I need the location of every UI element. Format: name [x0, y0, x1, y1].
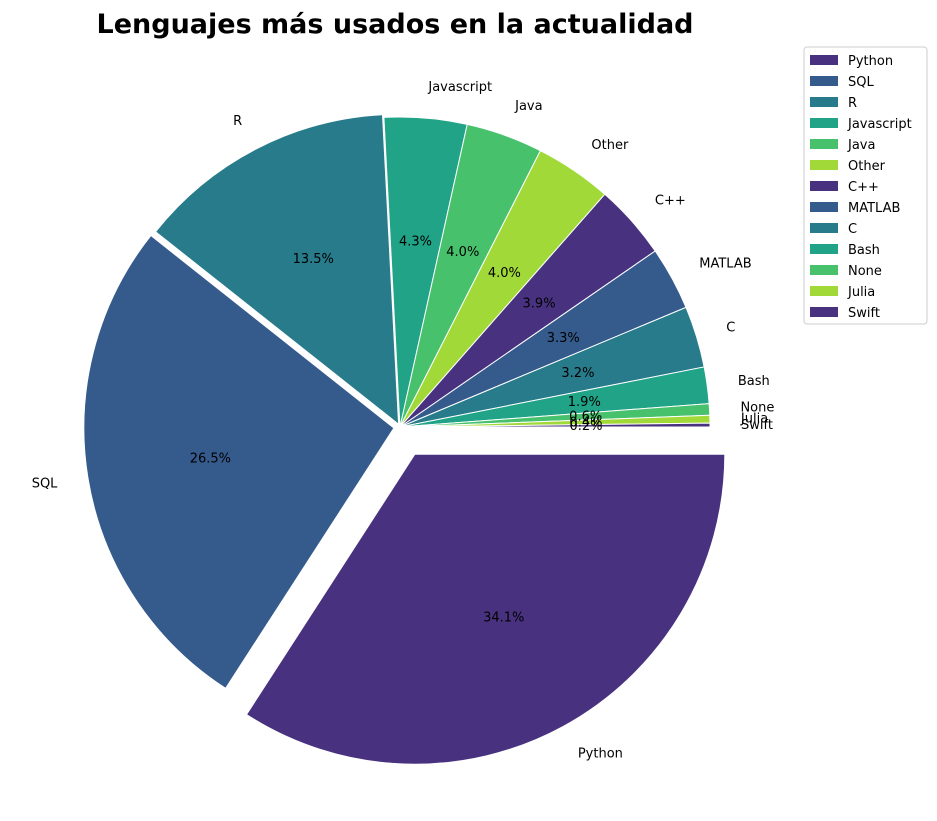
legend-label-java: Java — [847, 138, 875, 153]
legend-label-julia: Julia — [847, 285, 875, 300]
pie-slice-swift — [399, 422, 711, 428]
legend-label-swift: Swift — [848, 306, 880, 321]
percent-label-python: 34.1% — [483, 611, 524, 626]
legend-swatch-bash — [810, 244, 838, 254]
slice-label-julia: Julia — [740, 411, 768, 426]
pie-slice-sql — [83, 234, 395, 690]
percent-label-c-: 3.9% — [523, 296, 556, 311]
slice-label-other: Other — [591, 138, 629, 153]
percent-label-matlab: 3.3% — [547, 331, 580, 346]
percent-label-r: 13.5% — [293, 252, 334, 267]
legend-label-python: Python — [848, 54, 893, 69]
pie-slice-python — [245, 453, 726, 765]
legend-swatch-r — [810, 97, 838, 107]
legend-swatch-python — [810, 55, 838, 65]
legend-label-sql: SQL — [848, 75, 874, 90]
legend-swatch-none — [810, 265, 838, 275]
legend-label-c: C — [848, 222, 857, 237]
slice-label-c-: C++ — [655, 194, 686, 209]
slice-label-c: C — [726, 321, 735, 336]
legend-swatch-swift — [810, 307, 838, 317]
legend-label-r: R — [848, 96, 857, 111]
legend-label-other: Other — [848, 159, 886, 174]
slice-label-bash: Bash — [738, 374, 770, 389]
legend-label-bash: Bash — [848, 243, 880, 258]
slice-label-python: Python — [578, 747, 623, 762]
percent-label-other: 4.0% — [488, 266, 521, 281]
pie-slices — [83, 114, 726, 765]
percent-label-julia: 0.4% — [569, 415, 602, 430]
slice-label-javascript: Javascript — [427, 80, 492, 95]
slice-label-java: Java — [514, 99, 542, 114]
percent-label-c: 3.2% — [561, 366, 594, 381]
legend-swatch-julia — [810, 286, 838, 296]
percent-label-none: 0.6% — [569, 409, 602, 424]
legend-label-javascript: Javascript — [847, 117, 912, 132]
legend-swatch-matlab — [810, 202, 838, 212]
legend-swatch-other — [810, 160, 838, 170]
legend-label-none: None — [848, 264, 882, 279]
legend-swatch-c- — [810, 181, 838, 191]
slice-labels: Python SQL R Javascript Java Other C++ M… — [32, 80, 775, 762]
slice-label-none: None — [740, 401, 774, 416]
chart-title: Lenguajes más usados en la actualidad — [97, 9, 694, 40]
percent-label-java: 4.0% — [446, 245, 479, 260]
percent-label-sql: 26.5% — [190, 451, 231, 466]
legend-label-c-: C++ — [848, 180, 879, 195]
legend-label-matlab: MATLAB — [848, 201, 900, 216]
percent-label-swift: 0.2% — [569, 419, 602, 434]
slice-label-r: R — [233, 114, 242, 129]
percent-label-bash: 1.9% — [568, 395, 601, 410]
legend-swatch-sql — [810, 76, 838, 86]
percent-label-javascript: 4.3% — [399, 235, 432, 250]
legend-frame — [803, 46, 928, 325]
legend: Python SQL R Javascript Java Other C++ M… — [803, 46, 928, 325]
slice-label-swift: Swift — [741, 418, 773, 433]
legend-swatch-javascript — [810, 118, 838, 128]
slice-label-matlab: MATLAB — [699, 257, 751, 272]
slice-label-sql: SQL — [32, 477, 58, 492]
legend-swatch-c — [810, 223, 838, 233]
percent-labels: 34.1%26.5%13.5%4.3%4.0%4.0%3.9%3.3%3.2%1… — [190, 235, 603, 626]
pie-slice-r — [154, 114, 400, 426]
legend-swatch-java — [810, 139, 838, 149]
